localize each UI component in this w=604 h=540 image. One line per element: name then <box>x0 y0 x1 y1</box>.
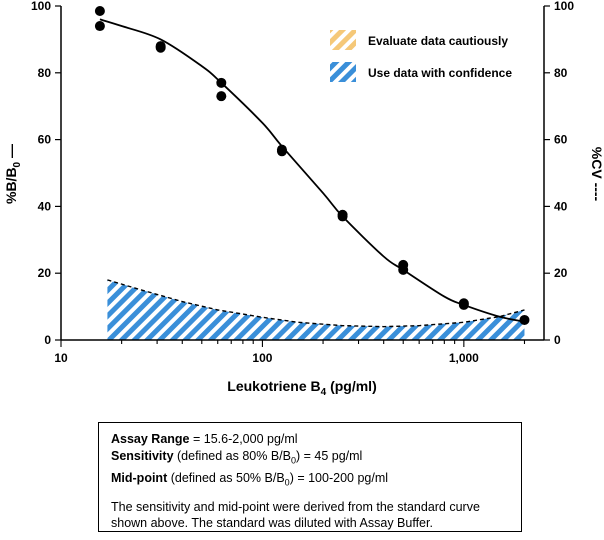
x-tick-label: 1,000 <box>449 351 479 365</box>
y-axis-title-left: %B/B0 — <box>3 144 23 204</box>
ticks-layer: 0 20 40 60 80 100 0 20 40 60 80 100 10 100 1,000 <box>31 0 574 365</box>
y-axis-title-right: %CV ---- <box>589 147 604 202</box>
y-tick-label-right: 80 <box>554 66 568 80</box>
data-point <box>216 77 227 88</box>
y-tick-label-left: 40 <box>38 199 52 213</box>
y-tick-label-right: 40 <box>554 199 568 213</box>
legend: Evaluate data cautiously Use data with c… <box>330 30 512 82</box>
data-point <box>337 211 348 222</box>
y-tick-label-left: 0 <box>44 333 51 347</box>
cv-area <box>107 279 525 340</box>
y-tick-label-left: 80 <box>38 66 52 80</box>
data-point <box>519 314 530 325</box>
assay-info-box: Assay Range = 15.6-2,000 pg/ml Sensitivi… <box>98 422 522 532</box>
x-tick-label: 10 <box>54 351 68 365</box>
data-point <box>458 299 469 310</box>
assay-range-line: Assay Range = 15.6-2,000 pg/ml <box>111 432 298 446</box>
data-point <box>276 146 287 157</box>
data-point <box>94 6 105 17</box>
legend-swatch-caution <box>330 30 356 50</box>
legend-label-confidence: Use data with confidence <box>368 66 512 80</box>
legend-swatch-confidence <box>330 62 356 82</box>
y-tick-label-left: 60 <box>38 133 52 147</box>
midpoint-line: Mid-point (defined as 50% B/B0) = 100-20… <box>111 470 389 488</box>
y-tick-label-right: 60 <box>554 133 568 147</box>
cv-curve <box>107 279 525 328</box>
y-tick-label-right: 0 <box>554 333 561 347</box>
data-point <box>398 264 409 275</box>
sensitivity-line: Sensitivity (defined as 80% B/B0) = 45 p… <box>111 449 363 466</box>
data-point <box>155 42 166 53</box>
fit-curve <box>99 18 525 323</box>
fit-curve-layer <box>99 18 525 323</box>
data-point <box>216 91 227 102</box>
y-tick-label-left: 100 <box>31 0 51 13</box>
x-axis-title: Leukotriene B4 (pg/ml) <box>227 378 376 398</box>
data-points-layer <box>94 6 530 325</box>
standard-curve-chart: 0 20 40 60 80 100 0 20 40 60 80 100 10 100 1,000 Evalu… <box>3 0 604 398</box>
cv-area-layer <box>107 279 525 340</box>
y-tick-label-right: 100 <box>554 0 574 13</box>
data-point <box>94 21 105 32</box>
method-note: The sensitivity and mid-point were deriv… <box>111 500 480 530</box>
y-tick-label-right: 20 <box>554 266 568 280</box>
legend-label-caution: Evaluate data cautiously <box>368 34 508 48</box>
x-tick-label: 100 <box>252 351 272 365</box>
y-tick-label-left: 20 <box>38 266 52 280</box>
